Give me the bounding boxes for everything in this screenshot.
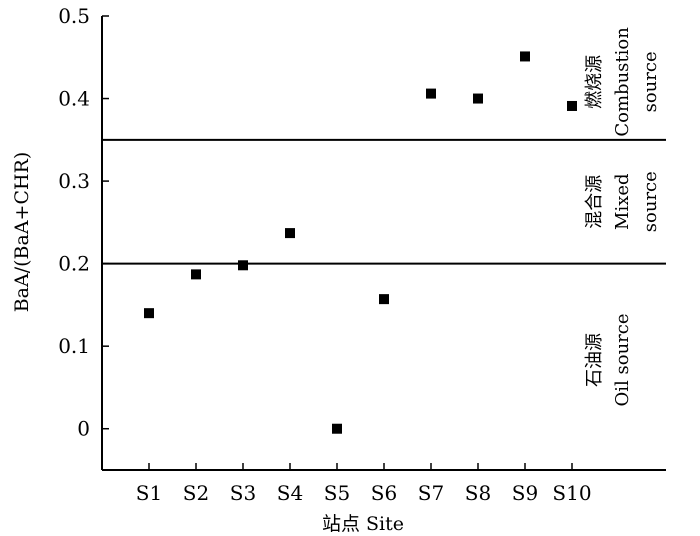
x-tick-label: S1 xyxy=(136,481,162,505)
x-tick-label: S5 xyxy=(324,481,350,505)
y-tick-label: 0.1 xyxy=(58,334,90,358)
x-tick-label: S4 xyxy=(277,481,303,505)
region-labels: 燃烧源 Combustion source 混合源 Mixed source 石油源 Oil … xyxy=(584,27,661,407)
x-axis-ticks: S1 S2 S3 S4 S5 S6 S7 S8 S9 S10 xyxy=(136,463,592,505)
x-tick-label: S9 xyxy=(512,481,538,505)
region-label-line: source xyxy=(640,51,661,112)
x-axis-label: 站点 Site xyxy=(322,513,404,535)
threshold-lines xyxy=(102,138,666,265)
x-tick-label: S2 xyxy=(183,481,209,505)
data-point xyxy=(332,423,342,434)
data-point xyxy=(238,260,248,271)
region-label-line: Combustion xyxy=(612,27,633,137)
region-label-line: Oil source xyxy=(612,314,633,407)
y-axis-ticks: 0 0.1 0.2 0.3 0.4 0.5 xyxy=(58,4,109,441)
region-label-line: source xyxy=(640,171,661,232)
x-tick-label: S6 xyxy=(371,481,397,505)
data-point xyxy=(520,51,530,62)
data-point xyxy=(426,88,436,99)
y-tick-label: 0.2 xyxy=(58,252,90,276)
x-tick-label: S8 xyxy=(465,481,491,505)
data-point xyxy=(191,269,201,280)
data-point xyxy=(473,93,483,104)
y-axis-label: BaA/(BaA+CHR) xyxy=(11,152,33,313)
axes xyxy=(101,16,666,471)
y-tick-label: 0.3 xyxy=(58,169,90,193)
data-point xyxy=(567,100,577,111)
x-tick-label: S7 xyxy=(418,481,444,505)
region-label-line: 石油源 xyxy=(584,333,605,387)
region-label-line: Mixed xyxy=(612,173,633,230)
y-tick-label: 0.4 xyxy=(58,87,90,111)
y-tick-label: 0.5 xyxy=(58,4,90,28)
region-label-line: 混合源 xyxy=(584,175,605,229)
x-tick-label: S10 xyxy=(552,481,591,505)
data-point xyxy=(144,308,154,319)
data-point xyxy=(285,228,295,239)
x-tick-label: S3 xyxy=(230,481,256,505)
data-points xyxy=(144,51,577,434)
region-label-line: 燃烧源 xyxy=(584,55,605,109)
y-tick-label: 0 xyxy=(77,417,90,441)
data-point xyxy=(379,294,389,305)
